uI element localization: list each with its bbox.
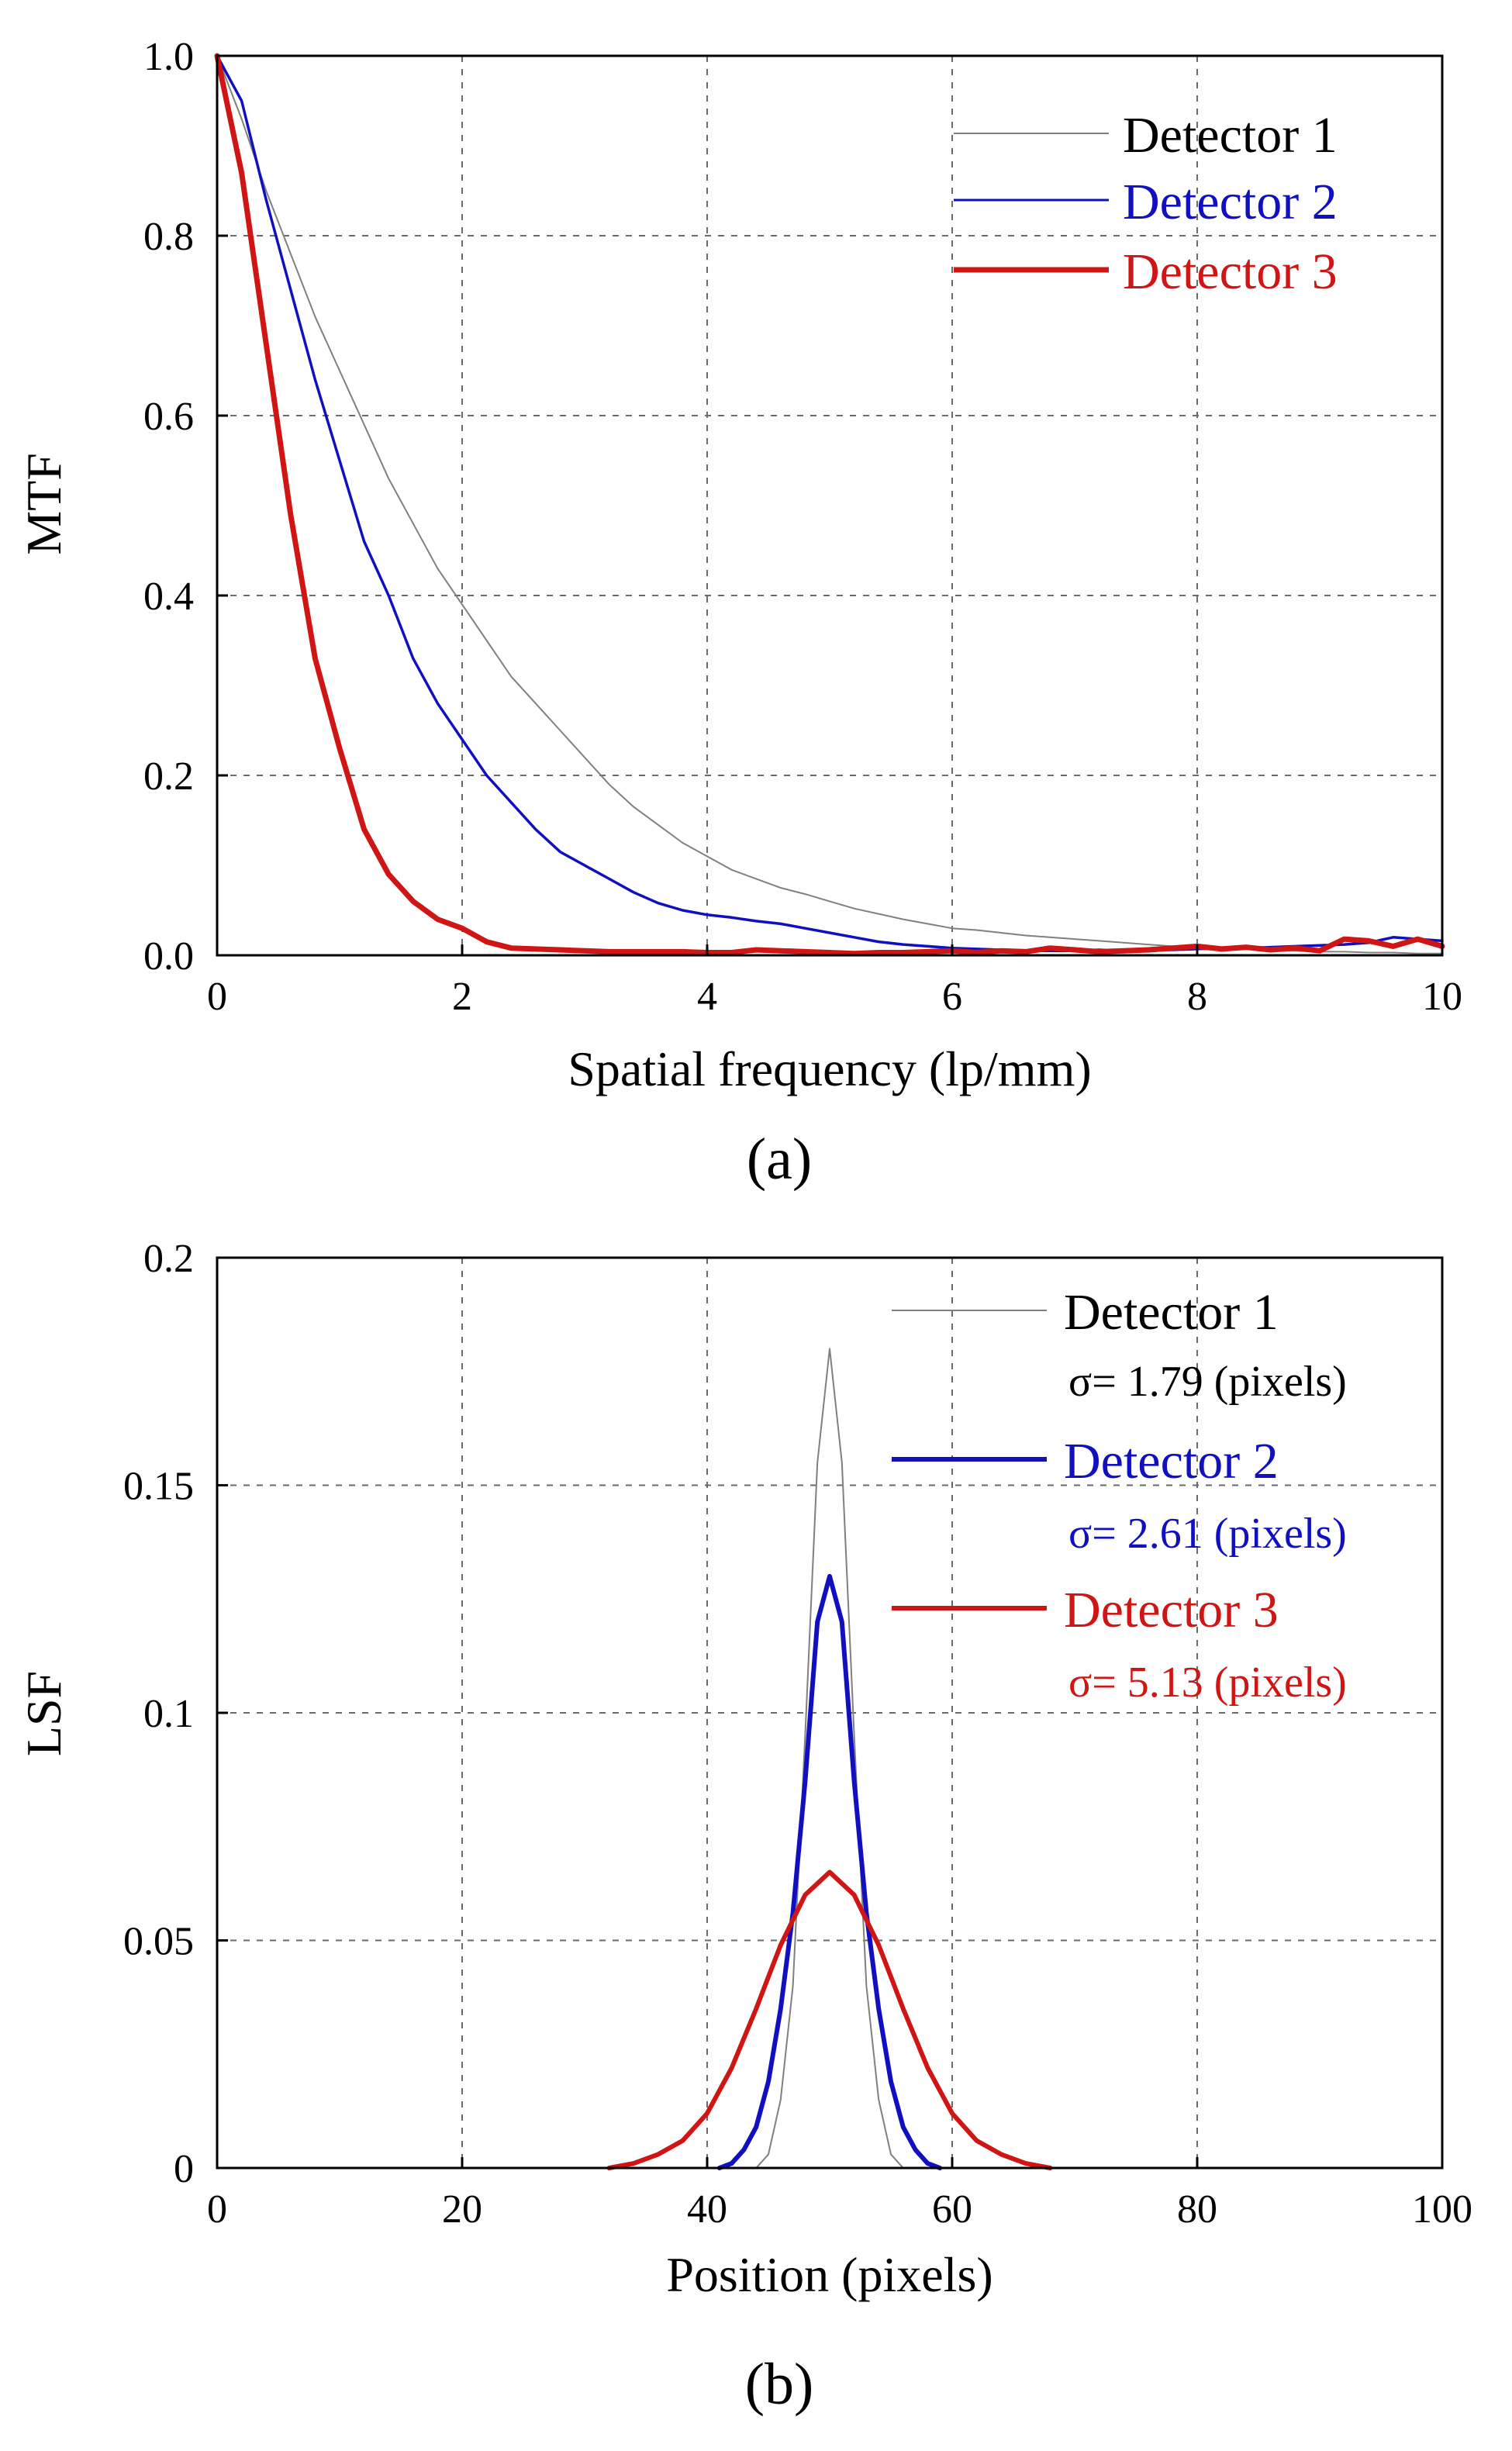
chart-a-grid [217, 56, 1442, 955]
chart-a-xtick-labels: 0 2 4 6 8 10 [207, 975, 1462, 1019]
chart-b-grid [217, 1258, 1442, 2168]
chart-a-ylabel: MTF [16, 453, 71, 555]
chart-b-series-detector-2 [716, 1573, 943, 2170]
chart-b-xtick-labels: 0 20 40 60 80 100 [207, 2187, 1472, 2232]
chart-b-xtick-label: 80 [1177, 2187, 1217, 2232]
chart-a-frame [216, 54, 1444, 957]
chart-a-xtick-label: 6 [942, 975, 962, 1019]
chart-b-ytick-labels: 0 0.05 0.1 0.15 0.2 [123, 1237, 194, 2191]
chart-a-xtick-label: 4 [697, 975, 717, 1019]
legend-a-label-detector-1: Detector 1 [1123, 107, 1338, 164]
chart-b-legend: Detector 1 σ= 1.79 (pixels) Detector 2 σ… [892, 1284, 1347, 1707]
chart-a-xtick-label: 0 [207, 975, 227, 1019]
legend-b-sigma-detector-2: σ= 2.61 (pixels) [1068, 1510, 1347, 1558]
legend-b-label-detector-3: Detector 3 [1064, 1582, 1279, 1638]
legend-b-sigma-detector-3: σ= 5.13 (pixels) [1068, 1659, 1347, 1707]
chart-a-legend: Detector 1 Detector 2 Detector 3 [954, 107, 1338, 300]
chart-a-ytick-label: 0.6 [143, 395, 194, 439]
legend-b-sigma-detector-1: σ= 1.79 (pixels) [1068, 1358, 1347, 1406]
chart-a-series [214, 53, 1445, 957]
chart-b-ytick-label: 0 [174, 2147, 194, 2191]
chart-a-ytick-label: 0.2 [143, 754, 194, 799]
chart-a-series-detector-3 [214, 53, 1445, 957]
chart-b-ytick-label: 0.1 [143, 1692, 194, 1736]
chart-a-ytick-label: 0.4 [143, 575, 194, 619]
chart-a-xtick-label: 2 [452, 975, 472, 1019]
chart-b-xtick-label: 20 [442, 2187, 482, 2232]
chart-a-xtick-label: 10 [1422, 975, 1462, 1019]
chart-b-xtick-label: 60 [932, 2187, 972, 2232]
chart-a-ytick-label: 1.0 [143, 35, 194, 79]
chart-b-xtick-label: 100 [1412, 2187, 1472, 2232]
chart-b-xtick-label: 40 [687, 2187, 727, 2232]
chart-b-series-detector-3 [606, 1869, 1053, 2170]
chart-b-xtick-label: 0 [207, 2187, 227, 2232]
chart-b-ytick-label: 0.15 [123, 1465, 194, 1509]
chart-b-series [606, 1348, 1053, 2170]
chart-b-series-detector-1 [755, 1348, 904, 2169]
chart-b-ytick-label: 0.05 [123, 1920, 194, 1964]
legend-a-label-detector-2: Detector 2 [1123, 174, 1338, 230]
legend-b-label-detector-2: Detector 2 [1064, 1433, 1279, 1490]
chart-a-ticks [216, 54, 1444, 957]
chart-b-xlabel: Position (pixels) [666, 2247, 992, 2302]
chart-b-ytick-label: 0.2 [143, 1237, 194, 1281]
legend-b-label-detector-1: Detector 1 [1064, 1284, 1279, 1341]
chart-b: 0 20 40 60 80 100 0 0.05 0.1 0.15 0.2 Position (p… [16, 1237, 1472, 2417]
chart-a-ytick-label: 0.8 [143, 215, 194, 259]
chart-a-xlabel: Spatial frequency (lp/mm) [568, 1041, 1091, 1096]
chart-a-ytick-labels: 0.0 0.2 0.4 0.6 0.8 1.0 [143, 35, 194, 979]
chart-a-panel-label: (a) [747, 1127, 812, 1192]
chart-a: 0 2 4 6 8 10 0.0 0.2 0.4 0.6 0.8 1.0 Spatial frequ… [16, 35, 1462, 1192]
chart-b-ticks [216, 1256, 1444, 2170]
legend-a-label-detector-3: Detector 3 [1123, 243, 1338, 300]
chart-b-ylabel: LSF [16, 1671, 71, 1756]
chart-a-ytick-label: 0.0 [143, 934, 194, 979]
chart-a-xtick-label: 8 [1187, 975, 1207, 1019]
chart-b-panel-label: (b) [745, 2352, 814, 2417]
